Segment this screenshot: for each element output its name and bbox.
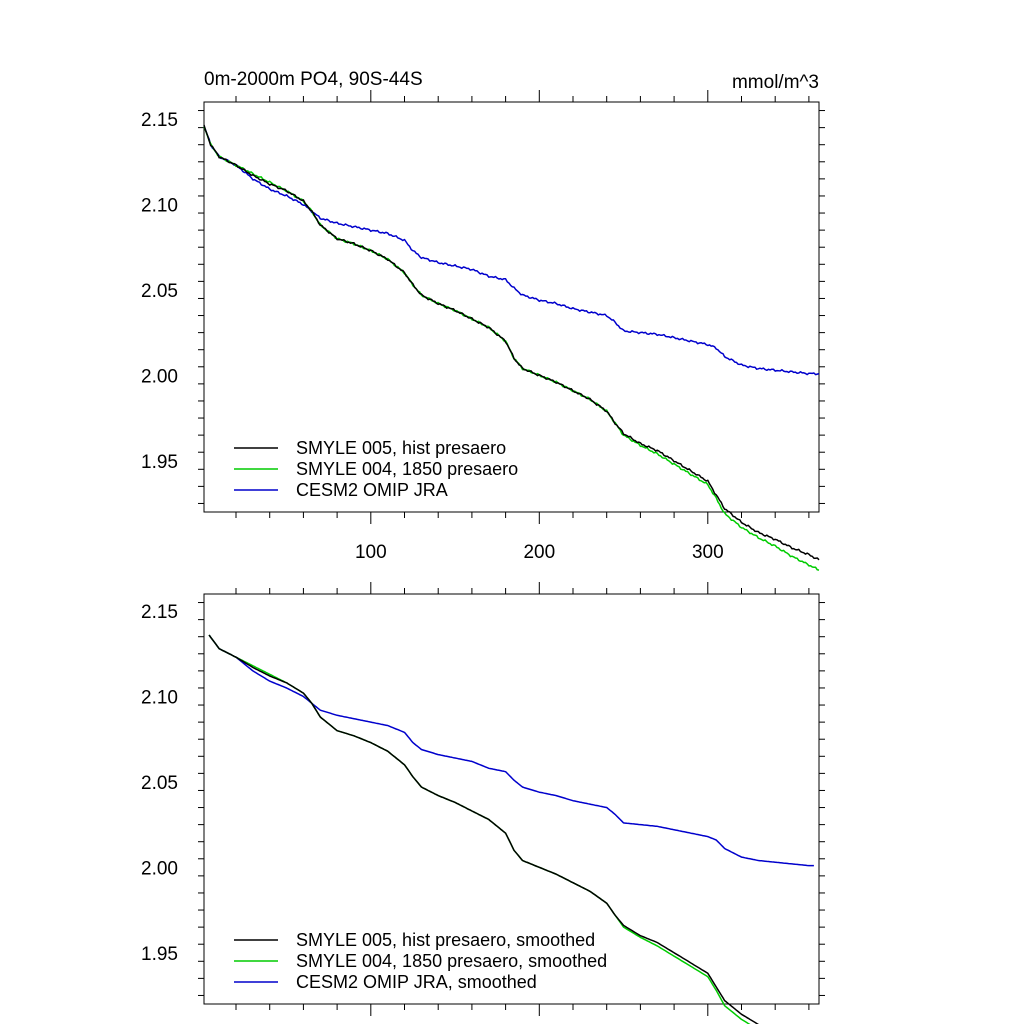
y-tick-label: 2.05 — [141, 281, 178, 302]
series-line-3 — [209, 635, 814, 866]
y-tick-label: 2.00 — [141, 366, 178, 387]
legend-label: CESM2 OMIP JRA — [296, 480, 448, 500]
legend-label: SMYLE 005, hist presaero — [296, 438, 506, 458]
y-tick-label: 2.10 — [141, 688, 178, 709]
legend-label: SMYLE 004, 1850 presaero — [296, 459, 518, 479]
y-tick-label: 1.95 — [141, 944, 178, 965]
figure: 2.15 2.10 2.05 2.00 1.95 100 200 300 0m-2000m PO… — [0, 0, 1024, 1024]
x-tick-label: 100 — [355, 542, 387, 563]
series-line-3 — [204, 126, 819, 374]
chart-title: 0m-2000m PO4, 90S-44S — [204, 69, 423, 90]
x-tick-label: 300 — [692, 542, 724, 563]
legend-label: SMYLE 004, 1850 presaero, smoothed — [296, 951, 607, 971]
units-label: mmol/m^3 — [732, 72, 819, 93]
y-tick-label: 2.15 — [141, 110, 178, 131]
y-tick-label: 2.05 — [141, 773, 178, 794]
panel-top: 2.15 2.10 2.05 2.00 1.95 100 200 300 0m-2000m PO… — [141, 69, 825, 570]
legend-label: CESM2 OMIP JRA, smoothed — [296, 972, 537, 992]
y-tick-label: 2.15 — [141, 602, 178, 623]
panel-bottom: 2.15 2.10 2.05 2.00 1.95 SMYLE 005, hist pres… — [141, 582, 825, 1024]
y-tick-label: 2.00 — [141, 858, 178, 879]
y-tick-label: 1.95 — [141, 452, 178, 473]
x-tick-label: 200 — [523, 542, 555, 563]
y-tick-label: 2.10 — [141, 196, 178, 217]
legend-label: SMYLE 005, hist presaero, smoothed — [296, 930, 595, 950]
series-line-2 — [204, 127, 819, 571]
